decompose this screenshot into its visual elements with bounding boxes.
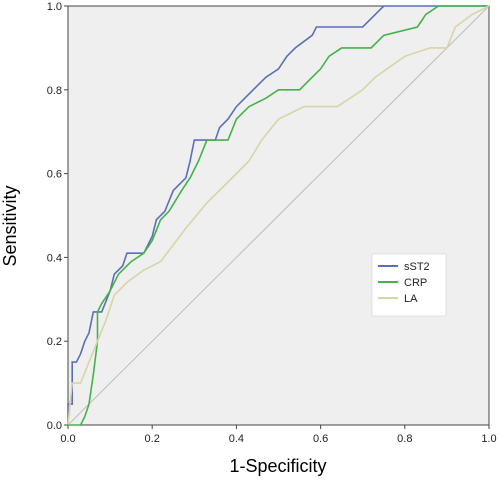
x-tick-label: 0.0 xyxy=(60,433,75,445)
x-tick-label: 1.0 xyxy=(481,433,496,445)
x-tick-label: 0.8 xyxy=(397,433,412,445)
legend-box xyxy=(371,253,447,317)
legend-items: sST2 CRP LA xyxy=(378,261,430,305)
y-axis-ticks: 0.0 0.2 0.4 0.6 0.8 1.0 xyxy=(47,1,68,432)
x-tick-label: 0.4 xyxy=(229,433,244,445)
diagonal-line xyxy=(67,5,490,426)
y-tick-label: 1.0 xyxy=(47,1,62,13)
legend-label-sst2: sST2 xyxy=(404,261,430,273)
legend-label-crp: CRP xyxy=(404,277,427,289)
series-line-crp xyxy=(68,5,489,426)
series-layer xyxy=(67,5,490,426)
y-tick-label: 0.8 xyxy=(47,85,62,97)
y-tick-label: 0.6 xyxy=(47,169,62,181)
y-tick-label: 0.4 xyxy=(47,252,62,264)
legend: sST2 CRP LA xyxy=(371,253,447,317)
x-tick-label: 0.6 xyxy=(313,433,328,445)
reference-diagonal-line xyxy=(67,5,490,426)
y-tick-label: 0.0 xyxy=(47,420,62,432)
series-line-la xyxy=(67,5,490,426)
x-tick-label: 0.2 xyxy=(145,433,160,445)
series-line-sst2 xyxy=(67,5,489,425)
y-axis-title: Sensitivity xyxy=(0,185,20,266)
legend-label-la: LA xyxy=(404,293,418,305)
x-axis-title: 1-Specificity xyxy=(229,456,326,476)
x-axis-ticks: 0.0 0.2 0.4 0.6 0.8 1.0 xyxy=(60,425,497,445)
y-tick-label: 0.2 xyxy=(47,336,62,348)
